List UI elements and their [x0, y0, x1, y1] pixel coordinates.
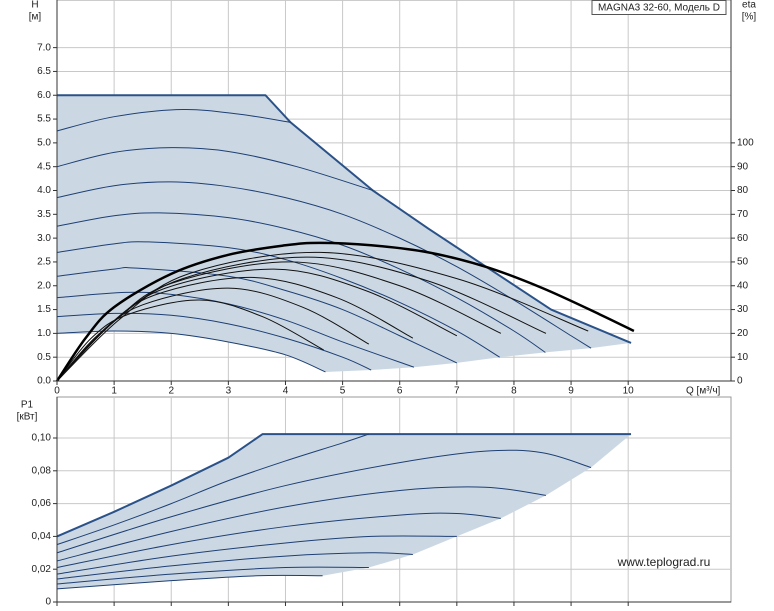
x-tick-label: 6: [397, 386, 403, 397]
operating-range: [57, 434, 632, 589]
y-tick-label: 3.5: [37, 209, 51, 220]
y-tick-label: 0.5: [37, 352, 51, 363]
x-tick-label: 5: [340, 386, 346, 397]
y-tick-label: 0: [45, 597, 51, 608]
y-axis-label: H: [31, 0, 38, 11]
performance-curve: [56, 574, 323, 590]
performance-curve: [56, 267, 458, 364]
performance-curve: [56, 433, 632, 538]
y-tick-label: 0.0: [37, 376, 51, 387]
y-tick-label: 6.5: [37, 66, 51, 77]
chart-title: MAGNA3 32-60, Модель D: [598, 3, 720, 14]
y-tick-label: 5.5: [37, 114, 51, 125]
operating-range: [57, 95, 632, 372]
y2-tick-label: 60: [737, 233, 749, 244]
performance-curve: [56, 512, 501, 569]
y-axis-unit: [кВт]: [17, 412, 38, 423]
title-box: [591, 0, 727, 15]
performance-curve: [56, 486, 547, 562]
x-tick-label: 9: [568, 386, 574, 397]
performance-curve: [56, 241, 500, 358]
x-tick-label: 7: [454, 386, 460, 397]
y2-tick-label: 90: [737, 161, 749, 172]
performance-curve: [56, 181, 592, 349]
y2-tick-label: 70: [737, 209, 749, 220]
y-tick-label: 1.5: [37, 304, 51, 315]
y2-tick-label: 40: [737, 280, 749, 291]
watermark: www.teplograd.ru: [617, 555, 711, 569]
efficiency-curve: [56, 256, 547, 382]
y-tick-label: 0,10: [32, 433, 52, 444]
x-tick-label: 2: [168, 386, 174, 397]
y2-tick-label: 100: [737, 138, 754, 149]
y-tick-label: 0,04: [32, 531, 52, 542]
y-tick-label: 0,08: [32, 465, 52, 476]
y-tick-label: 5.0: [37, 138, 51, 149]
efficiency-curve: [56, 299, 324, 382]
performance-curve: [56, 552, 413, 580]
y-axis-unit: [м]: [29, 12, 42, 23]
y-tick-label: 0,02: [32, 564, 52, 575]
performance-curve: [56, 449, 592, 554]
y2-axis-label: eta: [742, 0, 756, 11]
performance-curve: [56, 433, 370, 546]
performance-curve: [56, 147, 374, 191]
x-tick-label: 0: [54, 386, 60, 397]
efficiency-curve: [56, 251, 589, 382]
x-tick-label: 4: [283, 386, 289, 397]
y-tick-label: 6.0: [37, 90, 51, 101]
performance-curve: [56, 212, 546, 353]
performance-curve: [56, 109, 291, 132]
y-tick-label: 2.0: [37, 280, 51, 291]
y-tick-label: 4.0: [37, 185, 51, 196]
y2-tick-label: 30: [737, 304, 749, 315]
y-axis-label: P1: [21, 400, 34, 411]
y2-axis-unit: [%]: [742, 12, 757, 23]
performance-curve: [56, 535, 457, 575]
performance-curve: [56, 291, 415, 368]
x-tick-label: 8: [511, 386, 517, 397]
y-tick-label: 7.0: [37, 42, 51, 53]
y2-tick-label: 50: [737, 257, 749, 268]
performance-curve: [56, 566, 369, 585]
y-tick-label: 4.5: [37, 161, 51, 172]
performance-curve: [56, 312, 372, 371]
y2-tick-label: 10: [737, 352, 749, 363]
y-tick-label: 2.5: [37, 257, 51, 268]
x-axis-label: Q [м³/ч]: [686, 386, 721, 397]
x-tick-label: 1: [111, 386, 117, 397]
y2-tick-label: 0: [737, 376, 743, 387]
y-tick-label: 3.0: [37, 233, 51, 244]
x-tick-label: 3: [226, 386, 232, 397]
x-tick-label: 10: [623, 386, 635, 397]
y2-tick-label: 20: [737, 328, 749, 339]
performance-curve: [57, 94, 632, 344]
y-tick-label: 0,06: [32, 498, 52, 509]
y2-tick-label: 80: [737, 185, 749, 196]
performance-curve: [56, 330, 326, 373]
y-tick-label: 1.0: [37, 328, 51, 339]
efficiency-curve: [55, 241, 635, 382]
